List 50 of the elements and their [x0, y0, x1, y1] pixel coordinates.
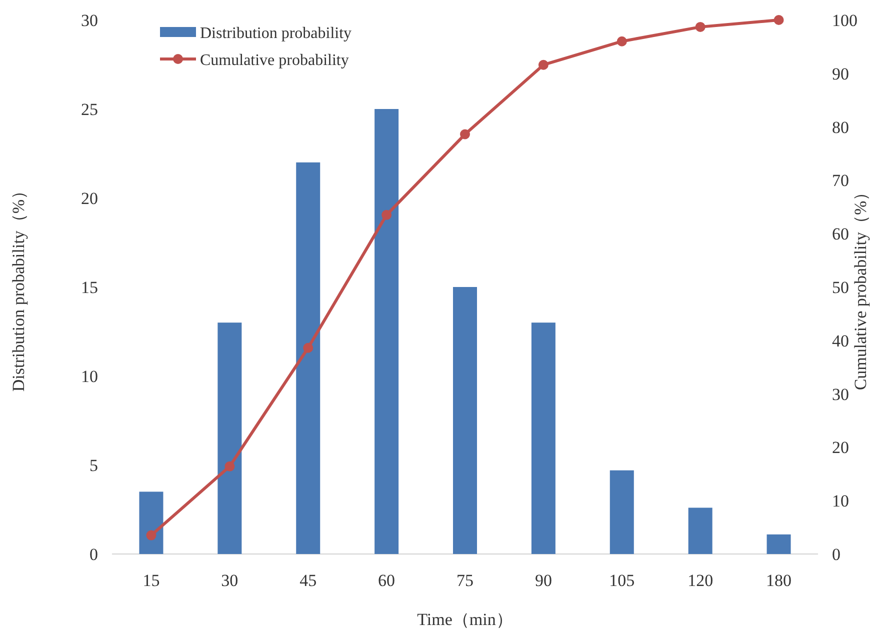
- x-tick-label: 90: [534, 571, 552, 590]
- y-tick-label: 10: [81, 367, 98, 386]
- point: [695, 22, 706, 32]
- y2-tick-label: 40: [832, 331, 849, 350]
- bar: [610, 470, 634, 554]
- x-tick-label: 180: [766, 571, 792, 590]
- y2-tick-label: 10: [832, 492, 849, 511]
- point: [460, 129, 470, 140]
- x-tick-label: 60: [378, 571, 396, 590]
- y2-tick-label: 90: [832, 64, 849, 84]
- y-axis-title: Distribution probability（%）: [9, 182, 28, 392]
- bar: [453, 287, 477, 554]
- x-tick-label: 105: [609, 571, 635, 590]
- bar: [374, 109, 399, 554]
- y-tick-label: 30: [81, 11, 98, 30]
- y-tick-label: 5: [90, 456, 98, 475]
- bar: [531, 322, 556, 554]
- bar: [688, 508, 712, 554]
- legend-label: Distribution probability: [200, 25, 352, 42]
- point: [774, 15, 784, 25]
- point: [224, 461, 235, 472]
- y2-tick-label: 30: [832, 384, 849, 404]
- y2-tick-label: 100: [832, 11, 858, 30]
- y2-axis-title: Cumulative probability（%）: [851, 184, 870, 390]
- y2-tick-label: 50: [832, 278, 849, 297]
- bar: [296, 162, 320, 554]
- x-axis-title: Time（min）: [417, 610, 513, 629]
- y2-tick-label: 0: [832, 545, 840, 564]
- point: [538, 60, 548, 70]
- bar: [139, 492, 164, 554]
- point: [616, 36, 627, 46]
- legend-label: Cumulative probability: [200, 52, 349, 69]
- point: [146, 530, 156, 540]
- y-tick-label: 25: [81, 100, 98, 119]
- point: [303, 342, 314, 353]
- y-tick-label: 0: [90, 545, 98, 564]
- y2-tick-label: 20: [832, 438, 849, 458]
- y2-tick-label: 80: [832, 118, 849, 137]
- point: [382, 210, 392, 220]
- y-tick-label: 20: [81, 189, 98, 208]
- x-tick-label: 30: [221, 571, 238, 590]
- bar: [766, 534, 791, 554]
- y-tick-label: 15: [81, 278, 98, 297]
- x-tick-label: 15: [142, 571, 160, 590]
- x-tick-label: 45: [300, 571, 317, 590]
- y2-tick-label: 70: [832, 171, 849, 190]
- x-tick-label: 75: [456, 571, 474, 590]
- x-tick-label: 120: [688, 571, 714, 590]
- bar: [218, 322, 242, 554]
- y2-tick-label: 60: [832, 224, 849, 244]
